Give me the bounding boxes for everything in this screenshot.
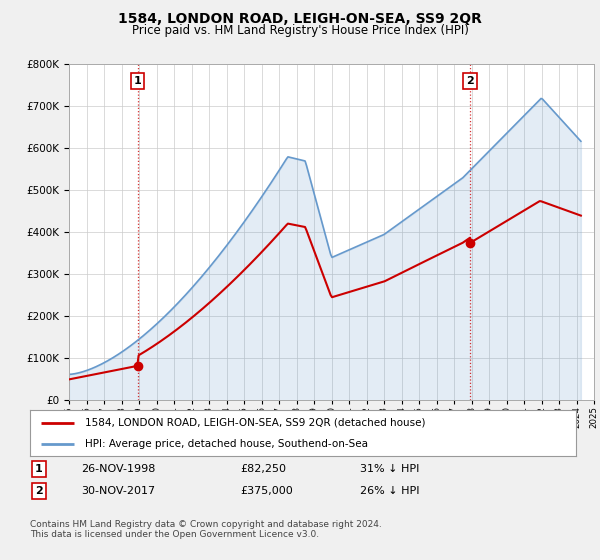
Text: £375,000: £375,000: [240, 486, 293, 496]
Text: 1584, LONDON ROAD, LEIGH-ON-SEA, SS9 2QR (detached house): 1584, LONDON ROAD, LEIGH-ON-SEA, SS9 2QR…: [85, 418, 425, 428]
Text: 26% ↓ HPI: 26% ↓ HPI: [360, 486, 419, 496]
Text: £82,250: £82,250: [240, 464, 286, 474]
Text: 26-NOV-1998: 26-NOV-1998: [81, 464, 155, 474]
Text: 30-NOV-2017: 30-NOV-2017: [81, 486, 155, 496]
Text: 31% ↓ HPI: 31% ↓ HPI: [360, 464, 419, 474]
Text: HPI: Average price, detached house, Southend-on-Sea: HPI: Average price, detached house, Sout…: [85, 439, 368, 449]
Text: 1: 1: [35, 464, 43, 474]
Text: 2: 2: [466, 76, 474, 86]
Text: Price paid vs. HM Land Registry's House Price Index (HPI): Price paid vs. HM Land Registry's House …: [131, 24, 469, 37]
Text: 1: 1: [134, 76, 142, 86]
Text: 2: 2: [35, 486, 43, 496]
Text: Contains HM Land Registry data © Crown copyright and database right 2024.
This d: Contains HM Land Registry data © Crown c…: [30, 520, 382, 539]
Text: 1584, LONDON ROAD, LEIGH-ON-SEA, SS9 2QR: 1584, LONDON ROAD, LEIGH-ON-SEA, SS9 2QR: [118, 12, 482, 26]
